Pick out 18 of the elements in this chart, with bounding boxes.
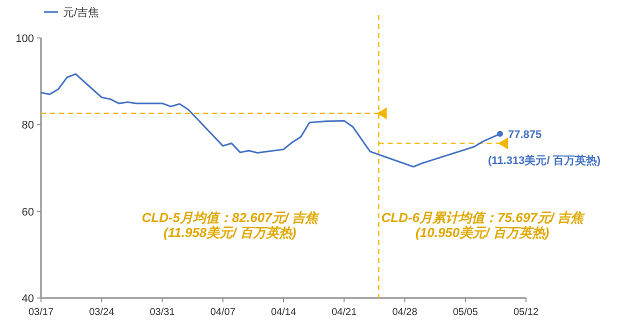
y-tick-label: 80 bbox=[22, 120, 34, 132]
annotation: CLD-5月均值：82.607元/ 吉焦 (11.958美元/ 百万英热) bbox=[142, 210, 320, 240]
y-tick-label: 40 bbox=[22, 293, 34, 305]
annotation: (11.313美元/ 百万英热) bbox=[488, 154, 601, 167]
x-tick-label: 03/31 bbox=[150, 307, 176, 318]
annotation: CLD-6月累计均值：75.697元/ 吉焦 (10.950美元/ 百万英热) bbox=[381, 210, 586, 240]
x-tick-label: 04/07 bbox=[210, 307, 236, 318]
y-tick-label: 100 bbox=[16, 33, 34, 45]
data-label: 77.875 bbox=[508, 128, 542, 141]
x-tick-label: 03/17 bbox=[28, 307, 54, 318]
x-tick-label: 03/24 bbox=[89, 307, 115, 318]
x-tick-label: 04/28 bbox=[392, 307, 418, 318]
x-tick-label: 05/12 bbox=[513, 307, 539, 318]
x-tick-label: 05/05 bbox=[452, 307, 478, 318]
x-tick-label: 04/21 bbox=[332, 307, 358, 318]
y-tick-label: 60 bbox=[22, 206, 34, 218]
x-tick-label: 04/14 bbox=[270, 307, 296, 318]
legend-label: 元/吉焦 bbox=[63, 6, 100, 19]
